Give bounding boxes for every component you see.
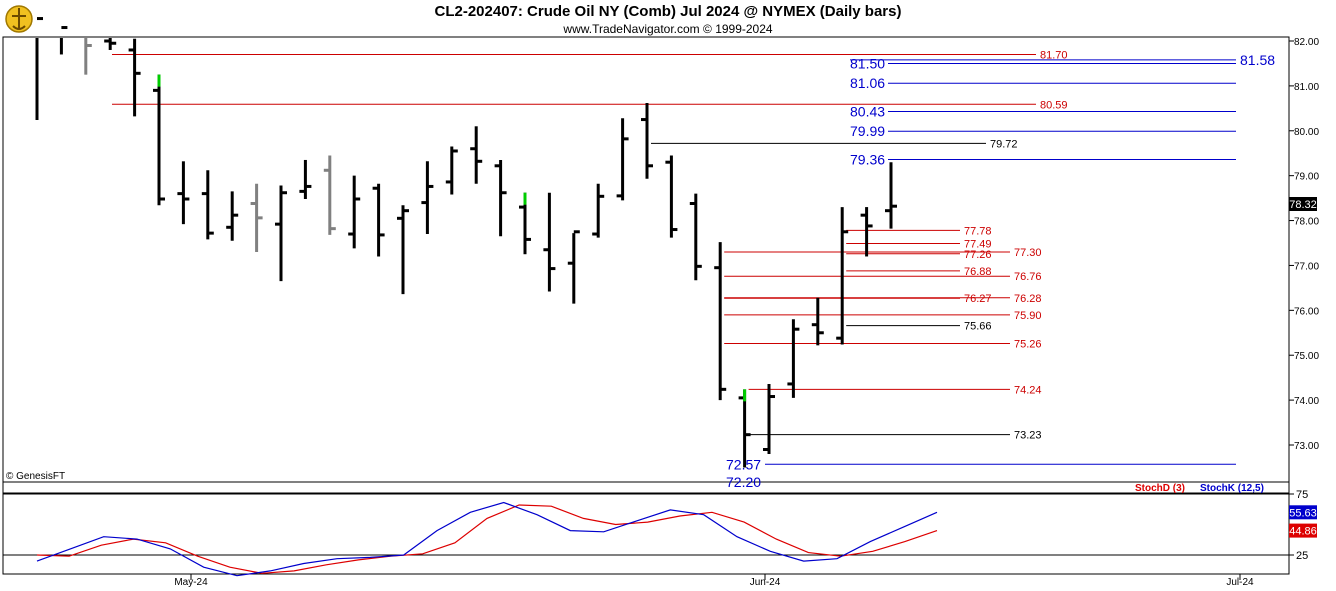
stochD-value-label: 44.86 xyxy=(1289,526,1317,538)
chart-header: CL2-202407: Crude Oil NY (Comb) Jul 2024… xyxy=(0,0,1336,38)
last-price-tag xyxy=(1289,197,1317,211)
y-tick-label: 82.00 xyxy=(1294,37,1319,48)
y-tick-label: 78.00 xyxy=(1294,217,1319,228)
level-label: 76.28 xyxy=(1014,293,1042,305)
stochK-value-label: 55.63 xyxy=(1289,507,1317,519)
stoch-tick-label: 25 xyxy=(1296,550,1308,562)
level-label: 75.90 xyxy=(1014,310,1042,322)
copyright-label: © GenesisFT xyxy=(6,471,65,482)
stochD-value-tag xyxy=(1289,523,1317,538)
price-y-axis: 82.00 81.00 80.00 79.00 78.00 77.00 76.00 75.00… xyxy=(1289,37,1319,452)
blue-level-label: 79.36 xyxy=(850,152,885,168)
y-tick-label: 76.00 xyxy=(1294,306,1319,317)
y-tick-label: 75.00 xyxy=(1294,351,1319,362)
y-tick-label: 74.00 xyxy=(1294,396,1319,407)
stochD-line xyxy=(36,504,938,574)
trade-navigator-logo-icon xyxy=(4,4,34,34)
blue-level-label: 80.43 xyxy=(850,103,885,119)
blue-level-label: 81.58 xyxy=(1240,52,1275,68)
stochK-line xyxy=(36,501,938,577)
level-label: 74.24 xyxy=(1014,384,1042,396)
x-tick-label: Jul-24 xyxy=(1226,577,1254,588)
y-tick-label: 80.00 xyxy=(1294,127,1319,138)
x-tick-label: May-24 xyxy=(174,577,208,588)
y-tick-label: 79.00 xyxy=(1294,172,1319,183)
level-label: 76.88 xyxy=(964,266,992,278)
stoch-tick-label: 75 xyxy=(1296,489,1308,501)
level-label: 77.26 xyxy=(964,249,992,261)
x-tick-label: Jun-24 xyxy=(750,577,781,588)
y-tick-label: 73.00 xyxy=(1294,441,1319,452)
stochD-legend: StochD (3) xyxy=(1135,483,1185,494)
blue-level-label: 81.50 xyxy=(850,55,885,71)
y-tick-label: 77.00 xyxy=(1294,261,1319,272)
level-label: 75.26 xyxy=(1014,339,1042,351)
stoch-panel-frame xyxy=(2,481,1290,575)
level-label: 77.30 xyxy=(1014,247,1042,259)
level-label: 76.27 xyxy=(964,293,992,305)
level-label: 76.76 xyxy=(1014,271,1042,283)
stochastic-indicator: 75 25 44.86 55.63 StochD (3) StochK (12,5) xyxy=(3,483,1317,577)
level-label: 77.78 xyxy=(964,225,992,237)
stochK-value-tag xyxy=(1289,505,1317,520)
blue-level-label: 81.06 xyxy=(850,75,885,91)
blue-level-label: 79.99 xyxy=(850,123,885,139)
stochK-legend: StochK (12,5) xyxy=(1200,483,1264,494)
level-label: 81.70 xyxy=(1040,49,1068,61)
level-label: 77.49 xyxy=(964,238,992,250)
level-label: 80.59 xyxy=(1040,99,1068,111)
blue-level-label: 72.20 xyxy=(726,474,761,490)
price-bars xyxy=(35,17,897,468)
y-tick-label: 81.00 xyxy=(1294,82,1319,93)
level-label: 79.72 xyxy=(990,138,1018,150)
time-axis: May-24 Jun-24 Jul-24 xyxy=(174,574,1254,588)
chart-title: CL2-202407: Crude Oil NY (Comb) Jul 2024… xyxy=(434,3,902,20)
chart-subtitle: www.TradeNavigator.com © 1999-2024 xyxy=(563,22,773,36)
level-label: 75.66 xyxy=(964,321,992,333)
last-price-label: 78.32 xyxy=(1289,199,1317,211)
level-label: 73.23 xyxy=(1014,430,1042,442)
